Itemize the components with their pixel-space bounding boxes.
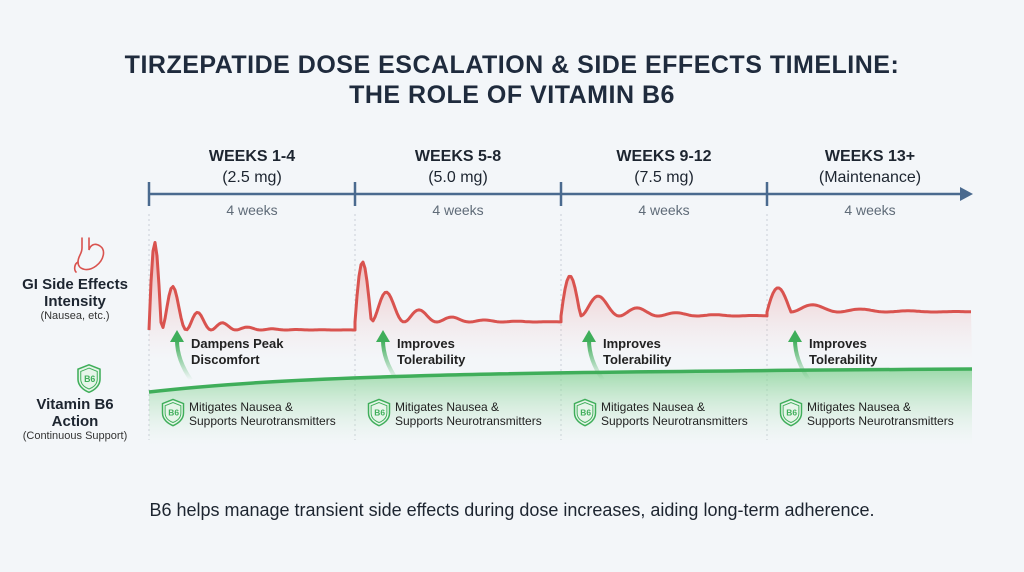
b6-action-text: Mitigates Nausea & Supports Neurotransmi… xyxy=(601,400,748,428)
phase-effect-note: Improves Tolerability xyxy=(809,336,877,368)
b6-shield-icon: B6 xyxy=(77,363,101,394)
phase-effect-note: Improves Tolerability xyxy=(397,336,465,368)
b6-text-line-1: Mitigates Nausea & xyxy=(807,400,912,414)
b6-text-line-2: Supports Neurotransmitters xyxy=(601,414,748,428)
svg-text:B6: B6 xyxy=(168,408,179,418)
support-arrows xyxy=(170,330,811,382)
arrow-up-icon xyxy=(587,339,605,382)
svg-text:B6: B6 xyxy=(580,408,591,418)
gi-label-subtitle: (Nausea, etc.) xyxy=(40,310,110,322)
b6-shield-icon: B6 xyxy=(573,398,597,427)
b6-shield-icon: B6 xyxy=(161,398,185,427)
b6-text-line-1: Mitigates Nausea & xyxy=(189,400,294,414)
arrow-head xyxy=(376,330,390,342)
phase-weeks: WEEKS 1-4 xyxy=(208,148,296,165)
b6-action-text: Mitigates Nausea & Supports Neurotransmi… xyxy=(395,400,542,428)
icons: B6 B6 B6 B6 B6 xyxy=(73,237,803,427)
phase-dose: (7.5 mg) xyxy=(634,169,694,186)
title-line-1: TIRZEPATIDE DOSE ESCALATION & SIDE EFFEC… xyxy=(124,51,900,79)
axis-arrowhead xyxy=(960,187,973,201)
arrow-up-icon xyxy=(793,339,811,382)
phase-dose: (Maintenance) xyxy=(818,169,922,186)
b6-text-line-1: Mitigates Nausea & xyxy=(395,400,500,414)
phase-header: WEEKS 9-12 (7.5 mg) xyxy=(561,146,767,188)
title-line-2: THE ROLE OF VITAMIN B6 xyxy=(349,81,675,109)
b6-action-text: Mitigates Nausea & Supports Neurotransmi… xyxy=(189,400,336,428)
b6-text-line-2: Supports Neurotransmitters xyxy=(807,414,954,428)
note-line-1: Dampens Peak xyxy=(191,336,284,351)
phase-header: WEEKS 1-4 (2.5 mg) xyxy=(149,146,355,188)
phase-duration: 4 weeks xyxy=(226,202,278,218)
note-line-1: Improves xyxy=(397,336,455,351)
b6-row-label: Vitamin B6 Action (Continuous Support) xyxy=(0,396,150,442)
phase-dose: (5.0 mg) xyxy=(428,169,488,186)
timeline-axis xyxy=(147,182,973,206)
phase-weeks: WEEKS 13+ xyxy=(824,148,916,165)
phase-header: WEEKS 5-8 (5.0 mg) xyxy=(355,146,561,188)
arrow-head xyxy=(788,330,802,342)
arrow-head xyxy=(170,330,184,342)
phase-duration: 4 weeks xyxy=(844,202,896,218)
svg-text:B6: B6 xyxy=(374,408,385,418)
note-line-1: Improves xyxy=(603,336,661,351)
gi-curve-line xyxy=(147,241,971,332)
phase-effect-note: Improves Tolerability xyxy=(603,336,671,368)
svg-text:B6: B6 xyxy=(786,408,797,418)
note-line-2: Tolerability xyxy=(397,352,466,367)
b6-curve-line xyxy=(148,367,973,394)
gi-label-line-2: Intensity xyxy=(44,293,106,310)
note-line-2: Discomfort xyxy=(191,352,260,367)
note-line-2: Tolerability xyxy=(809,352,878,367)
phase-duration: 4 weeks xyxy=(432,202,484,218)
arrow-up-icon xyxy=(175,339,193,382)
page-title: TIRZEPATIDE DOSE ESCALATION & SIDE EFFEC… xyxy=(0,50,1024,110)
b6-label-line-1: Vitamin B6 xyxy=(36,396,114,413)
b6-label-line-2: Action xyxy=(51,413,99,430)
gi-row-label: GI Side Effects Intensity (Nausea, etc.) xyxy=(0,276,150,322)
phase-duration: 4 weeks xyxy=(638,202,690,218)
note-line-1: Improves xyxy=(809,336,867,351)
b6-action-text: Mitigates Nausea & Supports Neurotransmi… xyxy=(807,400,954,428)
arrow-head xyxy=(582,330,596,342)
b6-shield-icon: B6 xyxy=(779,398,803,427)
gi-label-line-1: GI Side Effects xyxy=(22,276,128,293)
footer-caption: B6 helps manage transient side effects d… xyxy=(149,500,875,520)
b6-text-line-2: Supports Neurotransmitters xyxy=(189,414,336,428)
b6-text-line-2: Supports Neurotransmitters xyxy=(395,414,542,428)
b6-curve-fill xyxy=(149,369,972,445)
arrow-up-icon xyxy=(381,339,399,382)
b6-shield-icon: B6 xyxy=(367,398,391,427)
b6-text-line-1: Mitigates Nausea & xyxy=(601,400,706,414)
phase-weeks: WEEKS 9-12 xyxy=(616,148,712,165)
phase-dose: (2.5 mg) xyxy=(222,169,282,186)
b6-label-subtitle: (Continuous Support) xyxy=(22,430,128,442)
svg-text:B6: B6 xyxy=(84,374,95,384)
stomach-icon xyxy=(73,237,105,273)
phase-weeks: WEEKS 5-8 xyxy=(414,148,502,165)
b6-support-curve xyxy=(148,367,973,445)
phase-header: WEEKS 13+ (Maintenance) xyxy=(767,146,973,188)
phase-effect-note: Dampens Peak Discomfort xyxy=(191,336,284,368)
gi-intensity-curve xyxy=(147,241,972,360)
note-line-2: Tolerability xyxy=(603,352,672,367)
